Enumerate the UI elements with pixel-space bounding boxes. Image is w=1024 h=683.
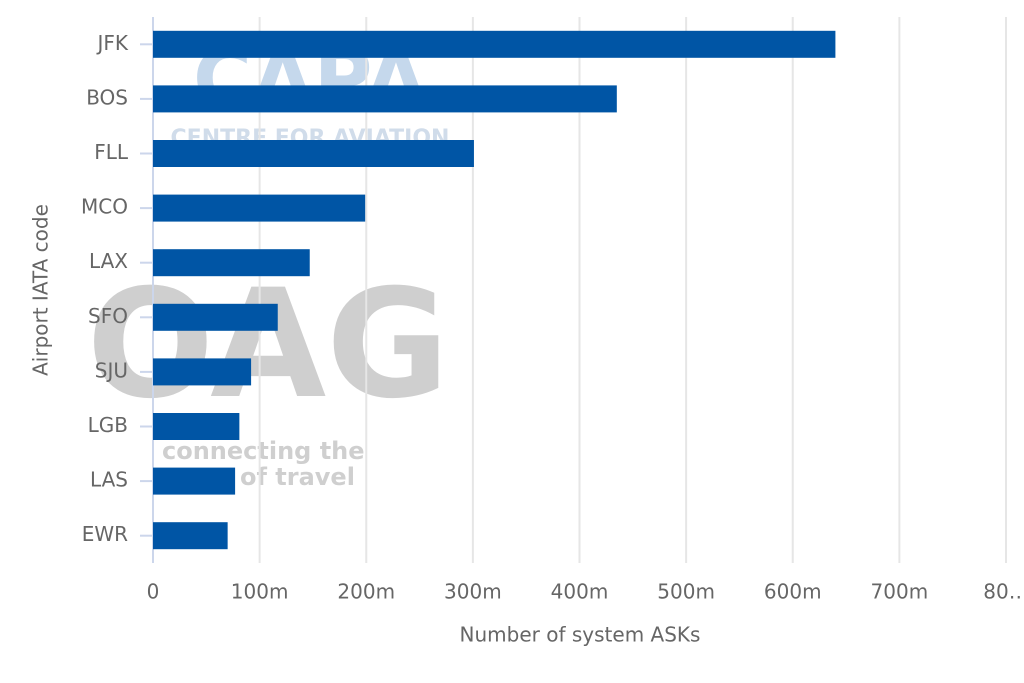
bar — [153, 522, 228, 550]
y-tick-label: LGB — [88, 413, 128, 437]
x-tick-label: 200m — [337, 580, 395, 604]
x-tick-label: 80… — [983, 580, 1024, 604]
y-tick-label: JFK — [95, 31, 128, 55]
y-axis-title: Airport IATA code — [29, 204, 53, 376]
watermark-text: of travel — [240, 463, 355, 491]
bar — [153, 194, 366, 222]
y-tick-label: LAS — [90, 468, 128, 492]
y-tick-label: BOS — [86, 85, 128, 109]
x-tick-label: 300m — [444, 580, 502, 604]
bar — [153, 249, 310, 277]
bar — [153, 30, 836, 58]
x-tick-label: 700m — [871, 580, 929, 604]
x-tick-label: 100m — [231, 580, 289, 604]
y-tick-label: EWR — [82, 522, 128, 546]
x-tick-label: 400m — [551, 580, 609, 604]
y-tick-label: FLL — [94, 140, 129, 164]
watermark-text: connecting the — [162, 437, 365, 465]
y-tick-label: SFO — [88, 304, 128, 328]
x-tick-label: 500m — [657, 580, 715, 604]
x-axis-title: Number of system ASKs — [460, 623, 701, 647]
y-tick-label: SJU — [95, 358, 128, 382]
bar — [153, 467, 236, 495]
y-tick-label: LAX — [89, 249, 128, 273]
bar — [153, 358, 252, 386]
bar — [153, 413, 240, 440]
bar — [153, 303, 278, 331]
bar — [153, 85, 617, 113]
bar — [153, 140, 474, 167]
y-tick-label: MCO — [81, 195, 128, 219]
watermark-text: OAG — [87, 258, 450, 432]
x-tick-label: 0 — [147, 580, 160, 604]
x-tick-label: 600m — [764, 580, 822, 604]
